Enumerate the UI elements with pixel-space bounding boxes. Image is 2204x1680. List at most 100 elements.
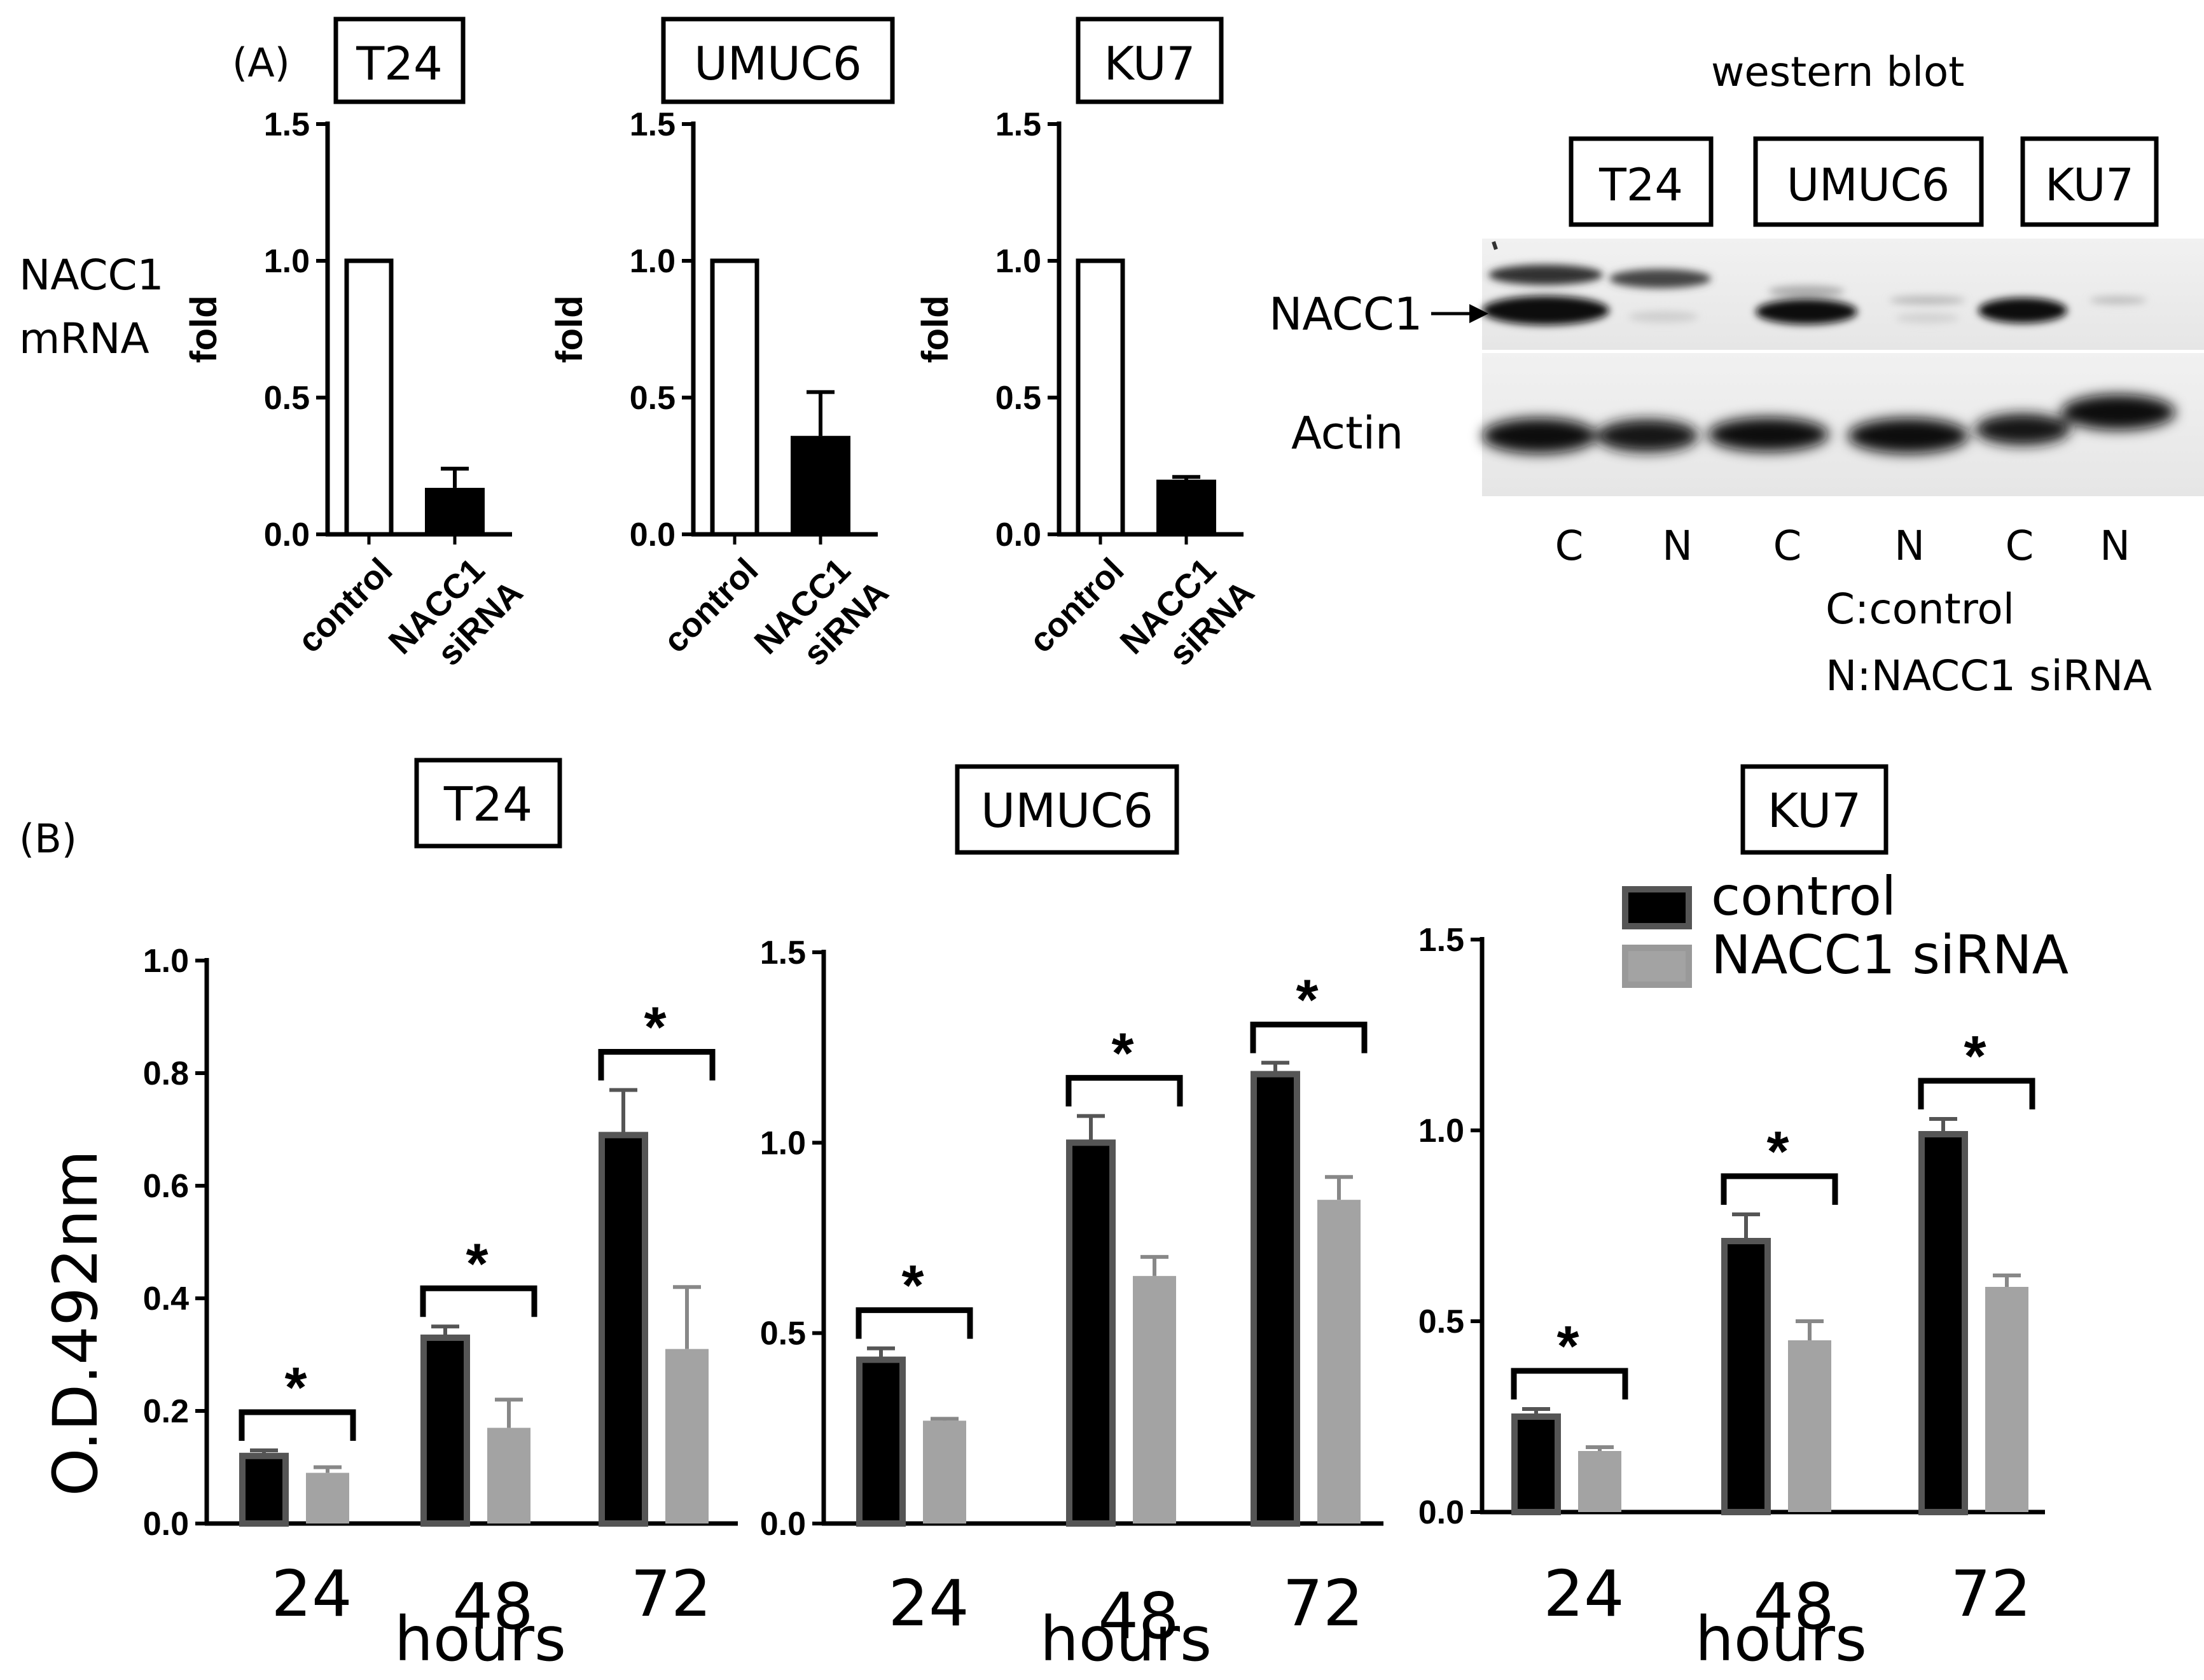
- y-tick-label: 1.0: [1418, 1113, 1464, 1149]
- y-axis-label: fold: [915, 295, 956, 363]
- blot-band-actin-3: [1708, 417, 1829, 452]
- bar-control: [1251, 1071, 1300, 1527]
- x-tick-label: 24: [1543, 1557, 1624, 1631]
- x-tick-label: 72: [630, 1557, 711, 1631]
- significance-bracket: [1511, 1368, 1628, 1399]
- blot-band-upper-3: [1768, 286, 1845, 297]
- blot-membrane-nacc1: [1482, 239, 2204, 350]
- x-label-control: control: [1022, 551, 1132, 660]
- panel-label-a: (A): [232, 39, 290, 86]
- chart-title: UMUC6: [694, 37, 862, 90]
- growth-chart-umuc6: UMUC6 0.0 0.5 1.0 1.5 * 24 * 48 * 72 hours: [760, 764, 1383, 1675]
- chart-title: T24: [443, 777, 532, 832]
- y-tick-label: 0.0: [760, 1506, 806, 1543]
- significance-bracket: [1918, 1078, 2035, 1109]
- y-tick-label: 0.5: [264, 380, 310, 417]
- legend-swatch-sirna: [1622, 945, 1692, 988]
- legend-label-control: control: [1711, 865, 1896, 927]
- y-tick-label: 0.5: [995, 380, 1041, 417]
- x-tick-label: 48: [1753, 1569, 1834, 1644]
- blot-smear-mark: [1492, 241, 1498, 250]
- y-tick-label: 1.5: [760, 934, 806, 971]
- significance-star: *: [466, 1232, 488, 1296]
- panel-label-b: (B): [19, 816, 77, 862]
- western-blot: western blot T24 UMUC6 KU7 NACC1: [1269, 49, 2204, 700]
- bar-sirna: [1985, 1287, 2028, 1512]
- blot-band-actin-2: [1597, 419, 1698, 452]
- title-box: [955, 764, 1179, 855]
- x-axis-label: hours: [1040, 1604, 1212, 1675]
- y-axis-label: fold: [183, 295, 225, 363]
- y-tick-label: 1.5: [630, 106, 676, 143]
- significance-bracket: [1721, 1173, 1838, 1205]
- chart-title: UMUC6: [981, 784, 1153, 838]
- y-tick-label: 0.5: [630, 380, 676, 417]
- x-axis-label: hours: [394, 1604, 566, 1675]
- significance-star: *: [1296, 969, 1318, 1032]
- blot-label-t24: T24: [1598, 159, 1683, 211]
- bar-control: [1918, 1131, 1968, 1515]
- blot-lane-5: C: [2006, 523, 2034, 570]
- significance-bracket: [598, 1049, 716, 1081]
- y-tick-label: 1.5: [264, 106, 310, 143]
- y-tick-label: 0.0: [143, 1506, 189, 1543]
- blot-label-umuc6: UMUC6: [1787, 159, 1950, 211]
- bar-control: [344, 258, 394, 537]
- significance-star: *: [1964, 1025, 1986, 1088]
- y-tick-label: 0.8: [143, 1055, 189, 1092]
- bar-control: [239, 1452, 289, 1527]
- significance-bracket: [239, 1409, 356, 1441]
- y-tick-label: 0.6: [143, 1168, 189, 1205]
- blot-lane-2: N: [1662, 523, 1693, 570]
- blot-key-sirna: N:NACC1 siRNA: [1826, 651, 2152, 700]
- bar-control: [420, 1334, 470, 1527]
- legend-label-sirna: NACC1 siRNA: [1711, 924, 2069, 986]
- bar-control: [1076, 258, 1125, 537]
- bar-control: [856, 1356, 906, 1527]
- blot-band-actin-5: [1975, 413, 2070, 445]
- title-box: [1740, 764, 1889, 855]
- x-tick-label: 72: [1282, 1566, 1363, 1641]
- y-axis-label: fold: [549, 295, 590, 363]
- bar-sirna: [1788, 1340, 1831, 1512]
- chart-title: T24: [356, 37, 443, 90]
- significance-star: *: [1766, 1120, 1789, 1184]
- bar-control: [1066, 1139, 1116, 1527]
- blot-box-t24: [1569, 136, 1714, 227]
- bar-sirna: [923, 1420, 966, 1524]
- y-tick-label: 1.0: [264, 243, 310, 280]
- bar-sirna: [306, 1473, 349, 1524]
- blot-key-control: C:control: [1826, 585, 2014, 634]
- blot-band-nacc1-n2: [1896, 313, 1959, 323]
- blot-band-actin-1: [1482, 418, 1597, 454]
- panel-a-ylabel-line1: NACC1: [19, 251, 164, 300]
- significance-star: *: [901, 1254, 924, 1318]
- significance-bracket: [1250, 1022, 1368, 1053]
- bar-control: [1721, 1238, 1771, 1515]
- bar-sirna: [665, 1349, 709, 1524]
- blot-lane-3: C: [1773, 523, 1802, 570]
- blot-band-nacc1-c2: [1756, 299, 1857, 324]
- blot-lane-6: N: [2100, 523, 2130, 570]
- blot-arrow-head: [1469, 304, 1488, 323]
- blot-lane-1: C: [1555, 523, 1584, 570]
- y-tick-label: 1.5: [1418, 922, 1464, 959]
- significance-star: *: [284, 1356, 307, 1420]
- significance-star: *: [1111, 1022, 1133, 1085]
- x-label-control: control: [291, 551, 400, 660]
- y-tick-label: 0.4: [143, 1281, 189, 1317]
- blot-band-nacc1-c3: [1978, 298, 2067, 323]
- y-tick-label: 0.2: [143, 1393, 189, 1430]
- blot-band-upper-2: [1609, 269, 1711, 288]
- chart-title: KU7: [1104, 37, 1196, 90]
- y-tick-label: 1.0: [143, 943, 189, 980]
- blot-band-upper-1: [1488, 265, 1603, 285]
- panel-a-ylabel-line2: mRNA: [19, 314, 149, 363]
- blot-lane-4: N: [1894, 523, 1925, 570]
- title-box: [333, 17, 466, 104]
- blot-band-actin-6: [2061, 394, 2175, 430]
- blot-box-ku7: [2020, 136, 2159, 227]
